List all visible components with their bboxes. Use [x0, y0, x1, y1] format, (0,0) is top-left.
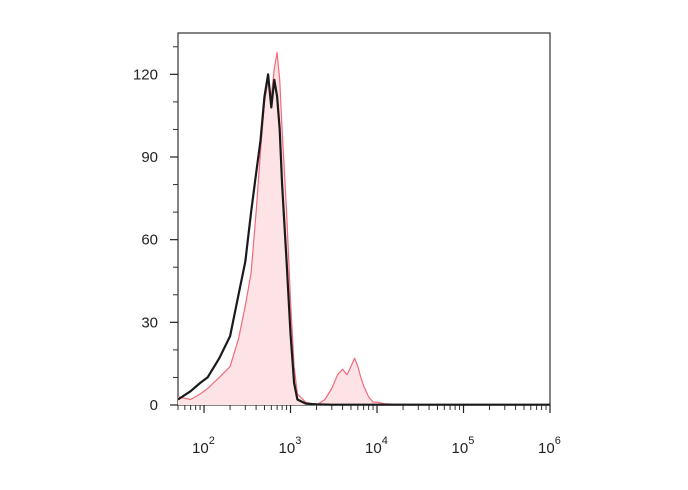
y-tick-label: 60 [141, 232, 158, 249]
x-tick-label: 104 [365, 435, 388, 457]
x-tick-label: 105 [452, 435, 475, 457]
series-1-line [177, 73, 550, 406]
series-0-area [178, 52, 550, 406]
y-tick-label: 90 [141, 149, 158, 166]
y-tick-label: 120 [133, 66, 158, 83]
y-axis-ticks: 0 30 60 90 120 [133, 66, 178, 414]
series-layer [177, 51, 550, 406]
plot-frame [177, 32, 551, 406]
y-minor-ticks [173, 46, 178, 378]
y-tick-label: 0 [150, 397, 158, 414]
series-0-outline [177, 51, 550, 406]
x-axis-ticks: 102 103 104 105 106 [192, 405, 561, 457]
x-tick-label: 103 [279, 435, 302, 457]
y-tick-label: 30 [141, 314, 158, 331]
x-minor-ticks [177, 405, 547, 410]
x-tick-label: 102 [192, 435, 215, 457]
x-tick-label: 106 [538, 435, 561, 457]
